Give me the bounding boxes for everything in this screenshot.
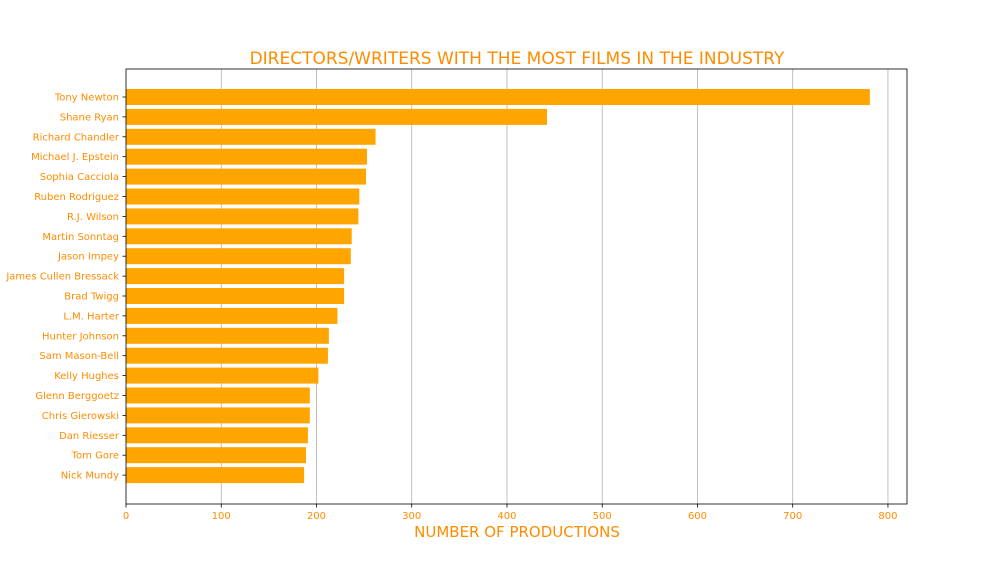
bar-sophia-cacciola — [126, 168, 367, 185]
bar-kelly-hughes — [126, 367, 319, 384]
bar-shane-ryan — [126, 108, 547, 125]
y-tick-label: Michael J. Epstein — [31, 152, 119, 163]
y-tick-label: Ruben Rodriguez — [34, 192, 119, 203]
bar-glenn-berggoetz — [126, 387, 310, 404]
x-tick-label-300: 300 — [402, 511, 421, 522]
bar-richard-chandler — [126, 128, 376, 145]
y-tick-label: Hunter Johnson — [42, 331, 119, 342]
y-tick-label: Dan Riesser — [59, 431, 120, 442]
y-tick-label: L.M. Harter — [63, 311, 120, 322]
x-axis-label: NUMBER OF PRODUCTIONS — [414, 523, 620, 541]
y-tick-label: Tom Gore — [71, 451, 119, 462]
bar-tony-newton — [126, 89, 870, 105]
x-tick-label-700: 700 — [783, 511, 802, 522]
plot-area-frame — [125, 68, 908, 505]
y-tick-label: Richard Chandler — [33, 132, 120, 143]
bar-dan-riesser — [126, 427, 308, 444]
bars — [126, 89, 870, 484]
y-tick-label: Jason Impey — [57, 252, 119, 263]
bar-sam-mason-bell — [126, 347, 328, 364]
x-tick-label-0: 0 — [123, 511, 129, 522]
x-tick-label-600: 600 — [688, 511, 707, 522]
bar-hunter-johnson — [126, 327, 329, 344]
y-tick-label: Glenn Berggoetz — [35, 391, 119, 402]
x-tick-label-500: 500 — [593, 511, 612, 522]
bar-jason-impey — [126, 248, 351, 265]
y-tick-label: Brad Twigg — [64, 292, 119, 303]
y-tick-label: Shane Ryan — [60, 112, 119, 123]
bar-nick-mundy — [126, 467, 305, 484]
bar-michael-j-epstein — [126, 148, 367, 165]
bar-r-j-wilson — [126, 208, 359, 225]
bar-l-m-harter — [126, 307, 338, 324]
bar-brad-twigg — [126, 288, 345, 304]
x-axis-ticks: 0 100 200 300 400 500 600 700 800 — [123, 504, 897, 522]
x-tick-label-100: 100 — [212, 511, 231, 522]
y-tick-label: Sam Mason-Bell — [39, 351, 119, 362]
y-tick-label: James Cullen Bressack — [5, 272, 119, 283]
bar-tom-gore — [126, 447, 307, 464]
y-tick-label: Nick Mundy — [61, 471, 119, 482]
bar-james-cullen-bressack — [126, 268, 345, 285]
x-tick-label-400: 400 — [497, 511, 516, 522]
bar-martin-sonntag — [126, 228, 352, 245]
y-axis-ticks: Tony Newton Shane Ryan Richard Chandler Mic… — [5, 93, 126, 482]
y-tick-label: R.J. Wilson — [67, 212, 119, 223]
y-tick-label: Chris Gierowski — [42, 411, 119, 422]
bar-chris-gierowski — [126, 407, 310, 424]
y-tick-label: Tony Newton — [54, 93, 119, 104]
bar-ruben-rodriguez — [126, 188, 360, 205]
x-tick-label-200: 200 — [307, 511, 326, 522]
y-tick-label: Kelly Hughes — [54, 371, 119, 382]
y-tick-label: Martin Sonntag — [42, 232, 119, 243]
chart-title: DIRECTORS/WRITERS WITH THE MOST FILMS IN… — [250, 49, 785, 69]
x-tick-label-800: 800 — [878, 511, 897, 522]
y-tick-label: Sophia Cacciola — [40, 172, 119, 183]
